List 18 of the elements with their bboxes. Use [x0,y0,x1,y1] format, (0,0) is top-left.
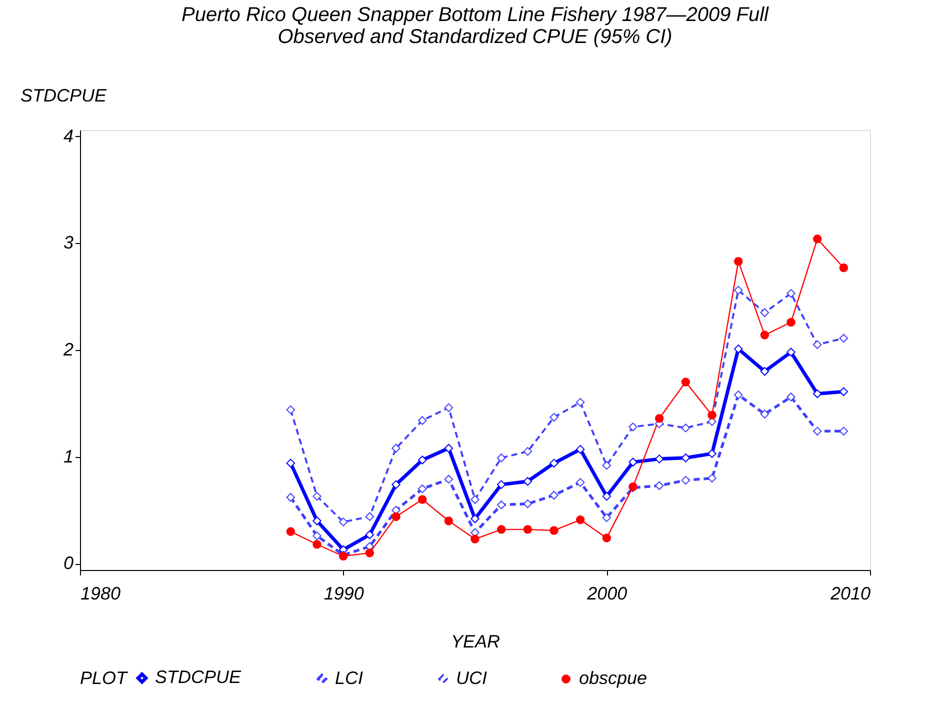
x-tick-label: 1980 [80,584,121,604]
x-tick-label: 2000 [586,584,628,604]
y-tick-label: 3 [63,232,74,253]
text: Observed and Standardized CPUE (95% CI) [278,26,672,48]
y-tick-label: 4 [63,126,74,146]
x-tick-label: 2010 [829,584,870,604]
legend-label: STDCPUE [155,667,242,688]
text: Puerto Rico Queen Snapper Bottom Line Fishery 1987—2009 Full [181,4,769,26]
legend-label: LCI [335,668,364,688]
y-axis-title: STDCPUE [20,86,108,106]
x-tick-label: 1990 [324,584,364,604]
y-tick-label: 2 [62,340,74,360]
legend-label: obscpue [579,668,648,688]
y-tick-label: 1 [63,446,74,466]
y-tick-label: 0 [63,553,74,574]
x-axis-title: YEAR [450,632,500,652]
legend-label: UCI [456,668,487,688]
legend-title: PLOT [80,668,130,688]
